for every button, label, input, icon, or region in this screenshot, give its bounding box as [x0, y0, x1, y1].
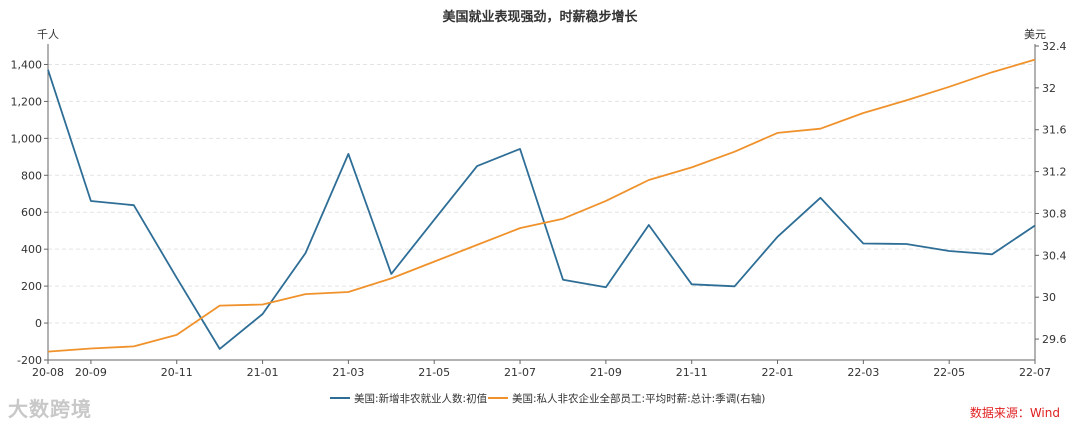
chart-title: 美国就业表现强劲，时薪稳步增长	[442, 9, 638, 25]
legend-item-hourly-earnings-label[interactable]: 美国:私人非农企业全部员工:平均时薪:总计:季调(右轴)	[512, 392, 765, 405]
x-tick-label: 22-05	[933, 366, 965, 379]
left-tick-label: 400	[21, 243, 42, 256]
left-tick-label: 1,400	[11, 58, 43, 71]
right-tick-label: 32	[1042, 82, 1056, 95]
left-tick-label: 1,200	[11, 95, 43, 108]
x-tick-label: 21-11	[676, 366, 708, 379]
left-tick-label: -200	[17, 354, 42, 367]
left-tick-label: 0	[35, 317, 42, 330]
right-axis-unit: 美元	[1024, 28, 1046, 41]
x-tick-label: 21-05	[418, 366, 450, 379]
left-tick-label: 1,000	[11, 132, 43, 145]
series-line-hourly-earnings	[47, 58, 1036, 353]
x-tick-label: 21-03	[332, 366, 364, 379]
x-axis-ticks: 20-08 20-09 20-11 21-01 21-03 21-05 21-07 21-09…	[32, 360, 1051, 379]
right-tick-label: 31.6	[1042, 124, 1067, 137]
x-tick-label: 22-01	[762, 366, 794, 379]
x-tick-label: 22-03	[847, 366, 879, 379]
right-tick-label: 29.6	[1042, 333, 1067, 346]
legend-item-nonfarm-payrolls-label[interactable]: 美国:新增非农就业人数:初值	[354, 392, 488, 405]
x-tick-label: 20-08	[32, 366, 64, 379]
right-tick-label: 31.2	[1042, 166, 1067, 179]
left-tick-label: 200	[21, 280, 42, 293]
source-note: 数据来源：Wind	[969, 406, 1060, 420]
right-tick-label: 30.8	[1042, 207, 1067, 220]
x-tick-label: 21-01	[247, 366, 279, 379]
x-tick-label: 21-07	[504, 366, 536, 379]
left-axis-unit: 千人	[37, 28, 59, 41]
legend[interactable]: 美国:新增非农就业人数:初值 美国:私人非农企业全部员工:平均时薪:总计:季调(右…	[330, 392, 765, 405]
x-tick-label: 22-07	[1019, 366, 1051, 379]
x-tick-label: 20-11	[161, 366, 193, 379]
series-line-nonfarm-payrolls	[47, 69, 1036, 350]
right-tick-label: 32.4	[1042, 40, 1067, 53]
watermark-logo: 大数跨境	[8, 397, 92, 421]
left-axis-ticks: -200 0 200 400 600 800 1,000 1,200 1,400	[11, 58, 48, 367]
right-axis-ticks: 29.6 30 30.4 30.8 31.2 31.6 32 32.4	[1035, 40, 1067, 346]
axes	[47, 44, 1036, 361]
left-tick-label: 800	[21, 169, 42, 182]
series-group	[47, 58, 1036, 353]
right-tick-label: 30.4	[1042, 249, 1067, 262]
right-tick-label: 30	[1042, 291, 1056, 304]
left-tick-label: 600	[21, 206, 42, 219]
x-tick-label: 21-09	[590, 366, 622, 379]
x-tick-label: 20-09	[75, 366, 107, 379]
